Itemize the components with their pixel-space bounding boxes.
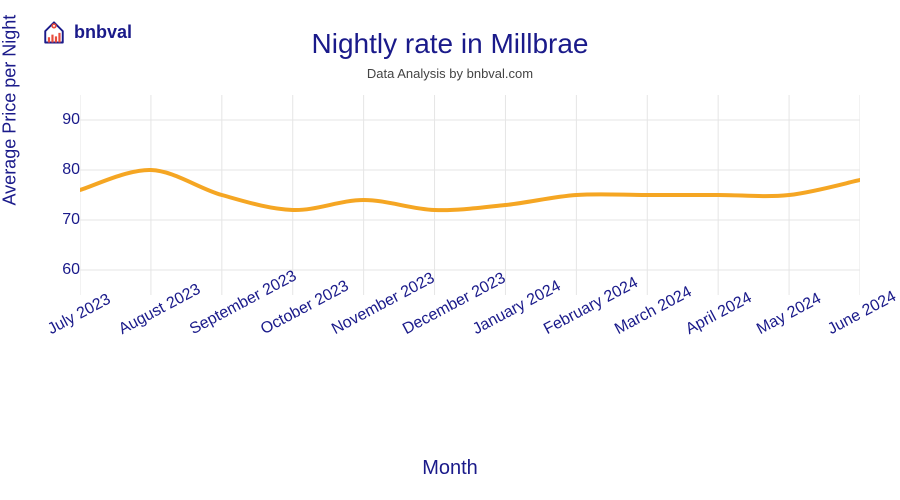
house-bars-icon [40,18,68,46]
x-tick-label: July 2023 [45,291,114,339]
y-axis-label: Average Price per Night [0,15,21,206]
chart-subtitle: Data Analysis by bnbval.com [367,66,533,81]
x-tick-label: May 2024 [754,290,824,339]
chart-svg [80,95,860,295]
y-tick-label: 80 [50,161,80,179]
y-tick-label: 60 [50,261,80,279]
y-tick-label: 70 [50,211,80,229]
brand-text: bnbval [74,22,132,43]
x-tick-label: June 2024 [825,288,899,339]
brand-logo: bnbval [40,18,132,46]
chart-title: Nightly rate in Millbrae [312,28,589,60]
chart-plot-area [80,95,860,295]
y-tick-label: 90 [50,111,80,129]
x-axis-label: Month [422,457,478,480]
